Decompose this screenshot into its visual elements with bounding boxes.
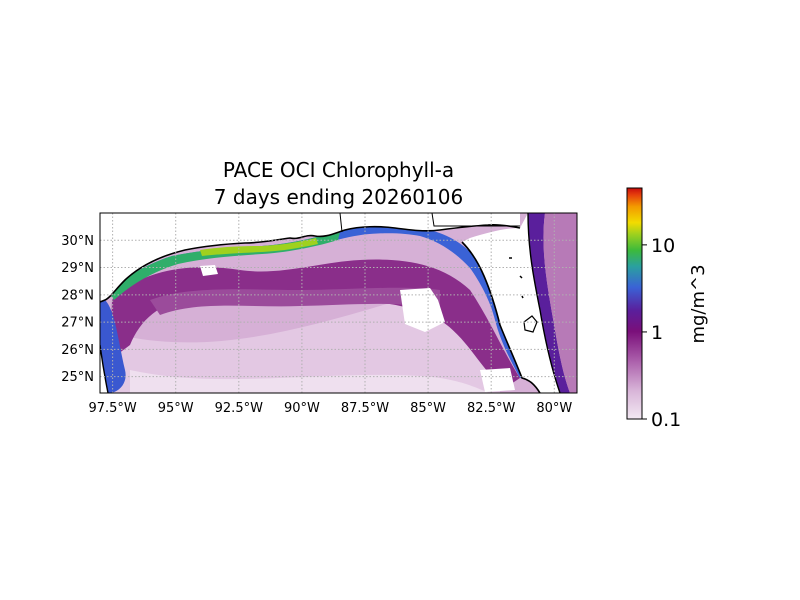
colorbar-frame: [626, 187, 643, 420]
colorbar-tick-label: 0.1: [651, 409, 681, 431]
lon-tick-label: 82.5°W: [467, 401, 515, 416]
lon-tick-label: 90°W: [284, 401, 320, 416]
missing-data-patch-3: [480, 368, 515, 392]
land-florida: [462, 213, 560, 393]
lon-tick-label: 87.5°W: [341, 401, 389, 416]
ocean-very-low-chlorophyll: [130, 370, 490, 393]
atlantic-coast-band: [528, 213, 570, 393]
colorbar-label: mg/m^3: [688, 264, 709, 343]
colorbar-ticks: 0.1 1 10: [642, 235, 681, 431]
coastal-yellow-green: [200, 238, 318, 256]
atlantic-offshore: [543, 213, 577, 393]
coastline: [100, 223, 541, 393]
lon-tick-label: 97.5°W: [88, 401, 136, 416]
lon-tick-label: 85°W: [410, 401, 446, 416]
atlantic-coastline: [527, 213, 561, 393]
lat-tick-label: 30°N: [61, 234, 94, 249]
latitude-tick-labels: 25°N 26°N 27°N 28°N 29°N 30°N: [61, 234, 94, 385]
map-title-line-2: 7 days ending 20260106: [213, 185, 464, 209]
lon-tick-label: 95°W: [158, 401, 194, 416]
lon-tick-label: 92.5°W: [215, 401, 263, 416]
map-frame: [99, 212, 578, 394]
map-title-line-1: PACE OCI Chlorophyll-a: [222, 158, 455, 182]
lat-tick-label: 29°N: [61, 261, 94, 276]
land-mexico: [100, 345, 108, 393]
florida-lakes: [509, 257, 524, 299]
gridlines: [100, 213, 577, 393]
missing-data-patch-1: [400, 288, 445, 332]
lon-tick-label: 80°W: [536, 401, 572, 416]
missing-data-patch-2: [200, 265, 218, 276]
lat-tick-label: 27°N: [61, 316, 94, 331]
mexico-coastline: [100, 344, 109, 393]
colorbar: [627, 188, 642, 419]
longitude-tick-labels: 97.5°W 95°W 92.5°W 90°W 87.5°W 85°W 82.5°W 80°W: [88, 401, 572, 416]
colorbar-tick-label: 10: [651, 235, 675, 257]
ocean-low-chlorophyll: [100, 298, 500, 393]
colorbar-tick-label: 1: [651, 322, 663, 344]
lat-tick-label: 26°N: [61, 343, 94, 358]
land-northern-coast: [100, 213, 520, 302]
chlorophyll-map: [100, 213, 577, 393]
lat-tick-label: 25°N: [61, 370, 94, 385]
lat-tick-label: 28°N: [61, 288, 94, 303]
lake-okeechobee: [523, 315, 538, 333]
state-borders: [339, 213, 520, 233]
